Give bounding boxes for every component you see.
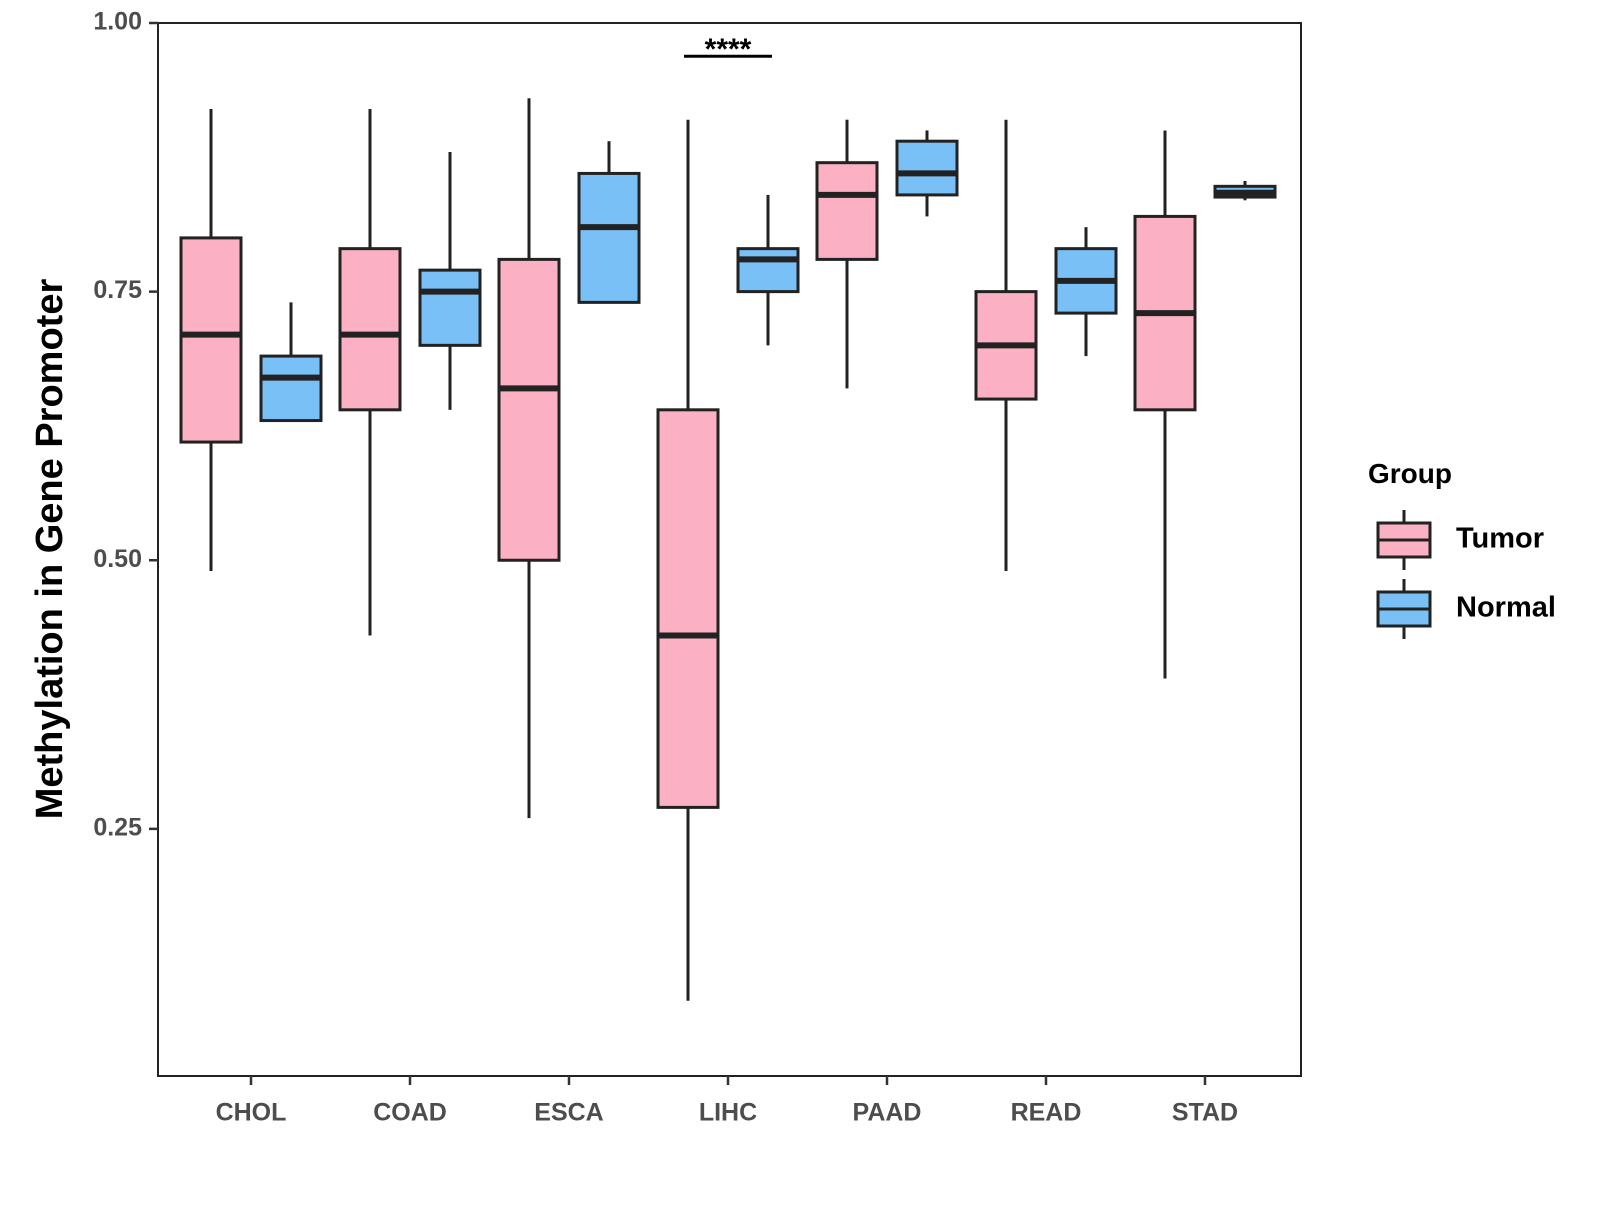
significance-label: **** (705, 33, 752, 66)
x-tick-label: PAAD (853, 1099, 922, 1127)
box-tumor-esca (497, 98, 561, 819)
y-tick-label: 1.00 (93, 8, 142, 36)
box-normal-esca (577, 141, 641, 304)
box-normal-read (1054, 227, 1118, 357)
legend-title: Group (1368, 458, 1452, 489)
box-body (815, 161, 879, 261)
box-body (577, 171, 641, 304)
box-body (418, 268, 482, 347)
box-body (179, 236, 243, 444)
box-tumor-stad (1133, 130, 1197, 679)
box-body (895, 139, 959, 197)
box-body (259, 354, 323, 423)
box-normal-lihc (736, 194, 800, 346)
x-tick-label: ESCA (534, 1099, 603, 1127)
y-axis: 0.25 0.50 0.75 1.00 (93, 8, 158, 841)
box-body (656, 408, 720, 809)
legend-label: Normal (1456, 592, 1556, 624)
legend-item-tumor: Tumor (1376, 510, 1544, 570)
x-tick-label: READ (1011, 1099, 1082, 1127)
box-normal-chol (259, 302, 323, 423)
x-tick-label: LIHC (699, 1099, 757, 1127)
legend-label: Tumor (1456, 523, 1544, 555)
legend-item-normal: Normal (1376, 579, 1556, 639)
y-tick-label: 0.25 (93, 813, 142, 841)
x-tick-label: COAD (373, 1099, 447, 1127)
box-normal-paad (895, 130, 959, 217)
x-axis: CHOL COAD ESCA LIHC PAAD READ STAD (216, 1076, 1238, 1127)
box-body (736, 247, 800, 294)
box-tumor-chol (179, 108, 243, 571)
box-tumor-read (974, 119, 1038, 571)
legend: Group Tumor Normal (1368, 458, 1556, 639)
box-normal-stad (1213, 180, 1277, 201)
box-tumor-paad (815, 119, 879, 389)
box-normal-coad (418, 151, 482, 410)
box-tumor-lihc (656, 119, 720, 1001)
y-tick-label: 0.75 (93, 276, 142, 304)
y-tick-label: 0.50 (93, 545, 142, 573)
x-tick-label: CHOL (216, 1099, 287, 1127)
boxes-layer (179, 98, 1277, 1001)
y-axis-title: Methylation in Gene Promoter (29, 279, 71, 820)
box-body (497, 257, 561, 562)
x-tick-label: STAD (1172, 1099, 1238, 1127)
box-tumor-coad (338, 108, 402, 636)
plot-panel-border (157, 22, 1302, 1077)
box-body (338, 247, 402, 412)
annotations-layer: **** (684, 33, 772, 66)
